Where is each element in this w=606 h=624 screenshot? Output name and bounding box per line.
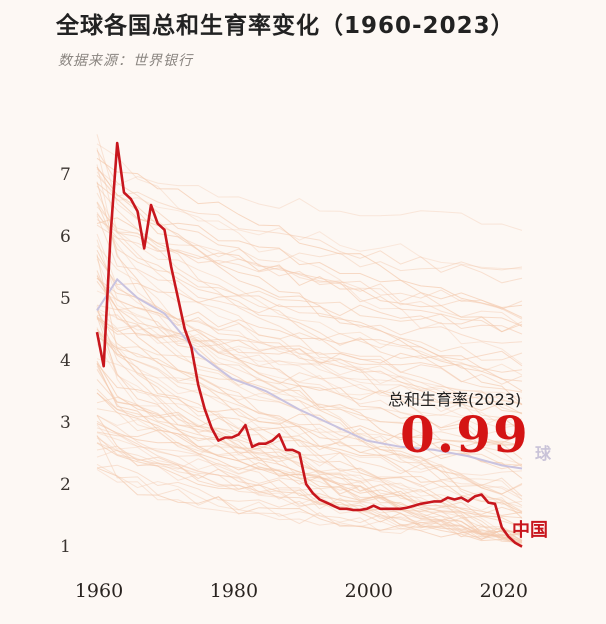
country-line xyxy=(96,467,523,543)
x-tick-label: 1960 xyxy=(75,580,123,602)
country-line xyxy=(96,245,523,519)
y-axis: 1 2 3 4 5 6 7 xyxy=(60,165,71,557)
country-line xyxy=(96,168,523,231)
country-line xyxy=(96,415,523,519)
country-line xyxy=(96,331,523,507)
country-line xyxy=(96,435,523,540)
country-line xyxy=(96,310,523,415)
country-line xyxy=(96,329,523,541)
country-line xyxy=(96,437,522,540)
china-series-label: 中国 xyxy=(512,520,548,541)
country-line xyxy=(96,318,523,382)
country-line xyxy=(96,233,523,497)
country-line xyxy=(96,328,523,515)
country-line xyxy=(96,442,523,544)
country-line xyxy=(96,308,523,406)
country-line xyxy=(96,274,523,422)
country-line xyxy=(96,202,523,333)
y-tick-label: 6 xyxy=(60,227,71,247)
country-line xyxy=(96,150,523,335)
world-average-line xyxy=(96,277,523,470)
country-line xyxy=(96,171,523,270)
country-line xyxy=(96,464,523,538)
country-line xyxy=(96,420,523,541)
country-line xyxy=(96,275,523,513)
country-line xyxy=(96,388,523,495)
x-tick-label: 2000 xyxy=(345,580,393,602)
x-axis: 1960 1980 2000 2020 xyxy=(75,580,528,602)
country-line xyxy=(96,258,523,426)
country-line xyxy=(96,254,523,528)
country-line xyxy=(96,331,523,447)
country-line xyxy=(96,396,523,495)
country-line xyxy=(96,148,523,415)
country-line xyxy=(96,249,523,446)
callout-value: 0.99 xyxy=(400,405,530,464)
country-line xyxy=(96,134,523,328)
country-line xyxy=(96,277,523,367)
china-line xyxy=(95,141,523,548)
country-line xyxy=(96,369,523,466)
country-line xyxy=(96,270,523,460)
country-line xyxy=(96,201,523,432)
x-tick-label: 2020 xyxy=(480,580,528,602)
country-line xyxy=(96,215,523,344)
country-line xyxy=(96,239,523,500)
country-line xyxy=(96,449,523,500)
country-line xyxy=(96,308,522,535)
y-tick-label: 7 xyxy=(60,165,71,185)
callout-label: 总和生育率(2023) xyxy=(388,390,522,409)
country-line xyxy=(96,181,523,479)
country-line xyxy=(96,143,523,365)
country-line xyxy=(96,167,523,406)
country-line xyxy=(96,182,523,309)
y-tick-label: 4 xyxy=(60,351,71,371)
country-line xyxy=(96,212,523,429)
chart-subtitle: 数据来源：世界银行 xyxy=(58,53,193,69)
world-label-partial: 球 xyxy=(535,444,552,463)
country-line xyxy=(96,317,523,546)
y-tick-label: 5 xyxy=(60,289,71,309)
country-line xyxy=(96,408,523,538)
country-line xyxy=(96,435,523,541)
country-lines xyxy=(96,134,523,548)
y-tick-label: 3 xyxy=(60,413,71,433)
country-line xyxy=(96,427,523,476)
chart-title: 全球各国总和生育率变化（1960-2023） xyxy=(56,13,515,39)
country-line xyxy=(96,308,523,405)
country-line xyxy=(96,166,523,392)
x-tick-label: 1980 xyxy=(210,580,258,602)
country-line xyxy=(96,305,523,505)
country-line xyxy=(96,256,523,327)
country-line xyxy=(96,423,523,529)
country-line xyxy=(96,343,523,465)
y-tick-label: 2 xyxy=(60,475,71,495)
country-line xyxy=(96,379,523,541)
country-line xyxy=(96,327,523,546)
y-tick-label: 1 xyxy=(60,537,71,557)
country-line xyxy=(96,192,523,376)
country-line xyxy=(96,336,523,405)
country-line xyxy=(96,175,523,284)
country-line xyxy=(96,157,523,318)
